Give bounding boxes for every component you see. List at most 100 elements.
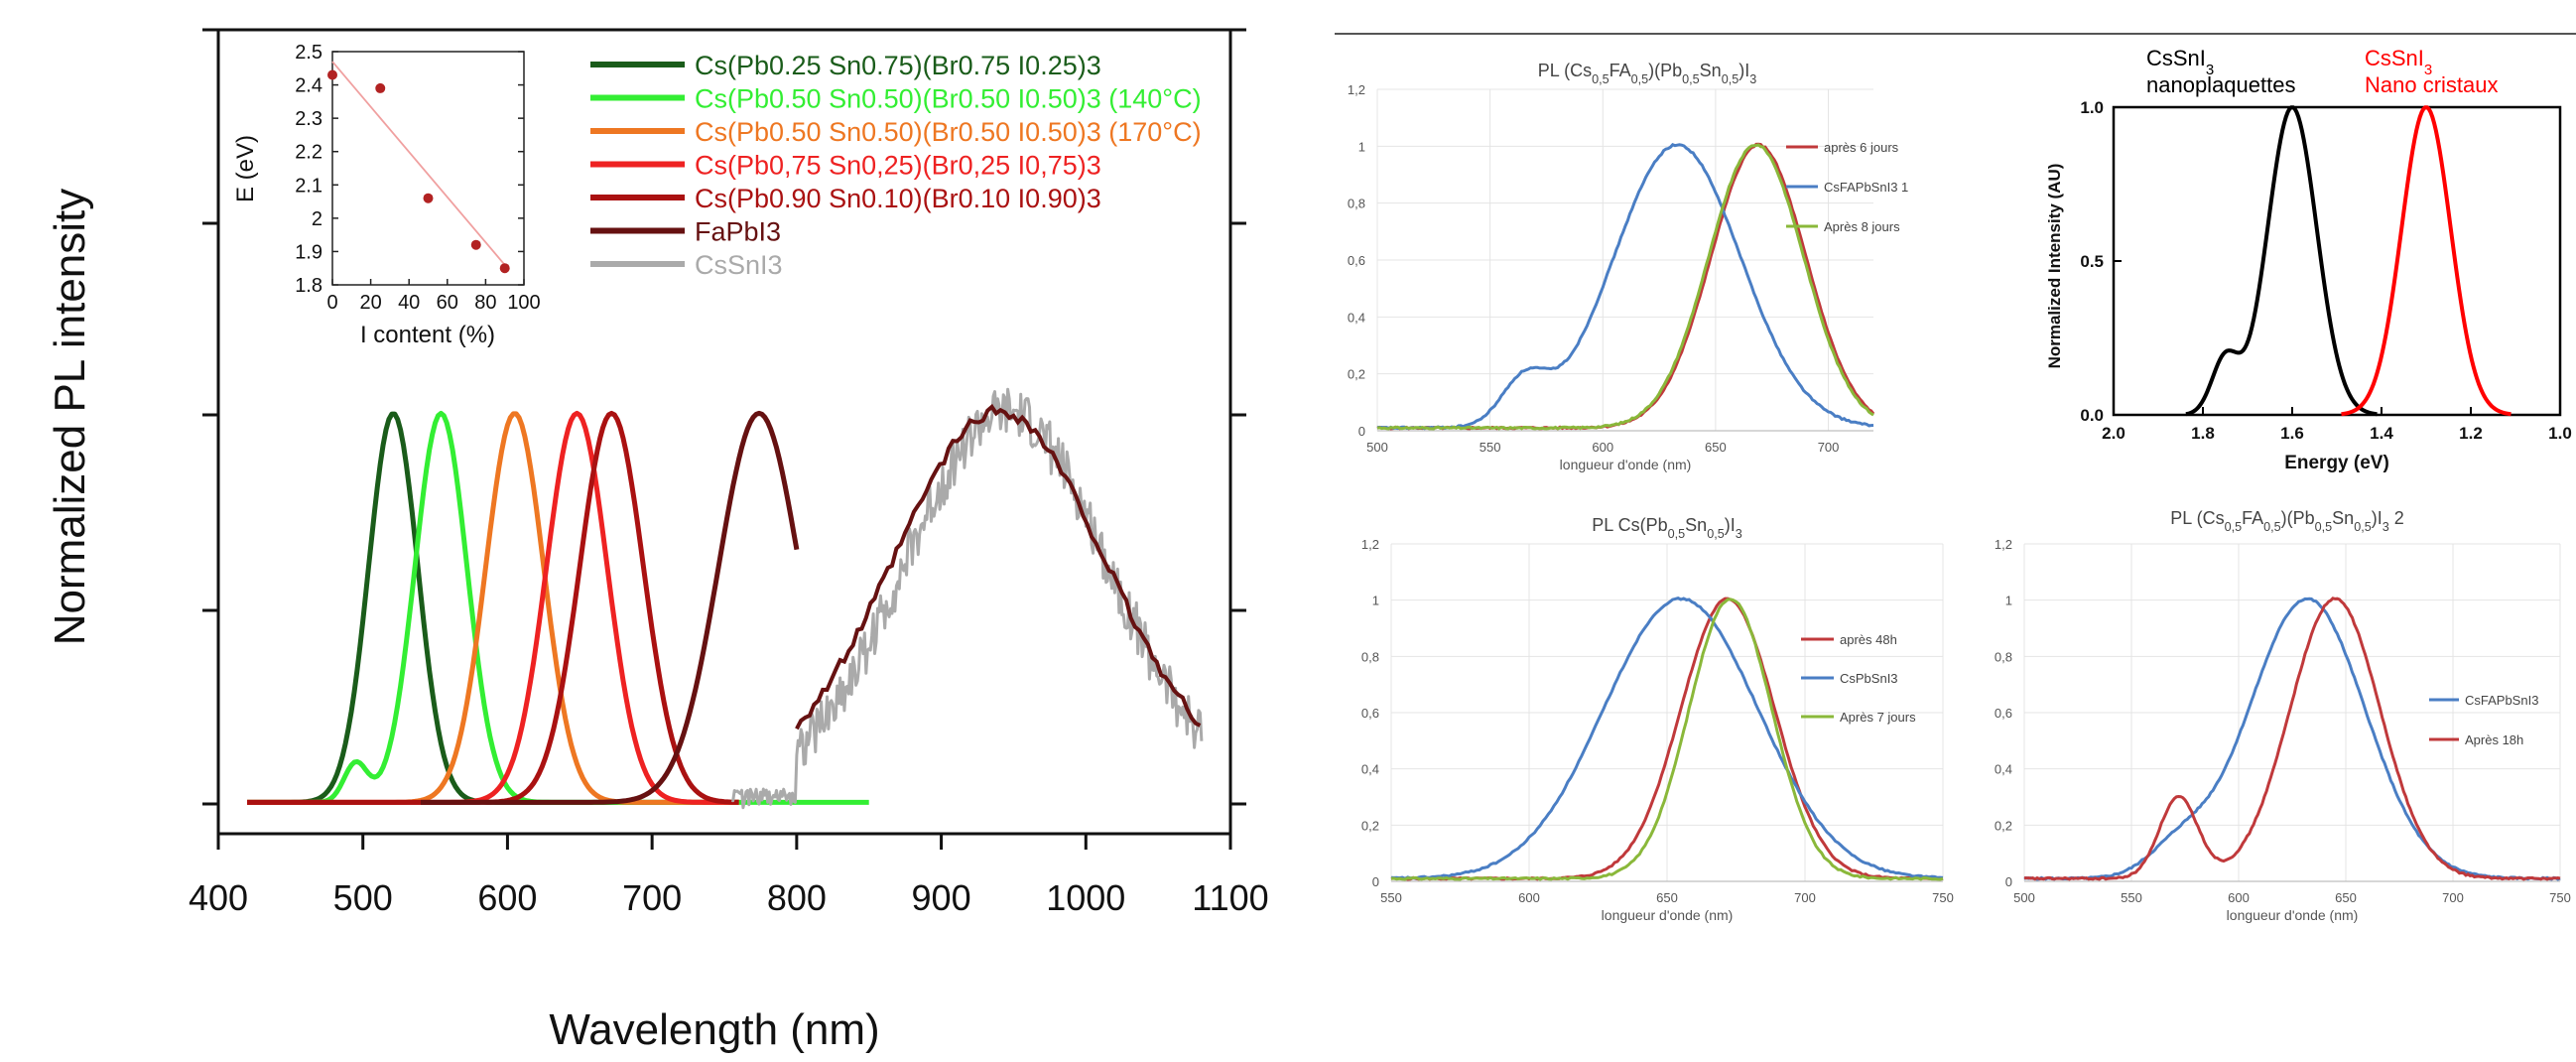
panel-title: PL (Cs0,5FA0,5)(Pb0,5Sn0,5)I3 2 <box>2170 508 2404 534</box>
y-tick-label: 0 <box>2005 874 2012 889</box>
energy-label-nanoplatelets-2: nanoplaquettes <box>2146 72 2295 97</box>
inset-y-axis-label: E (eV) <box>232 135 259 202</box>
main-x-tick-label: 600 <box>477 877 537 918</box>
x-tick-label: 700 <box>1818 440 1840 455</box>
energy-series-line <box>2185 105 2378 417</box>
energy-x-tick-label: 1.0 <box>2548 424 2572 443</box>
main-plot-frame <box>216 28 1232 836</box>
y-tick-label: 1 <box>1372 594 1379 608</box>
inset-x-tick-label: 100 <box>507 292 540 314</box>
main-pl-chart: 400 500 600 700 800 900 1000 1100 Wavelength (n… <box>46 28 1269 1054</box>
inset-x-tick-label: 80 <box>474 292 496 314</box>
main-x-ticks: 400 500 600 700 800 900 1000 1100 <box>189 834 1269 918</box>
panel-title: PL (Cs0,5FA0,5)(Pb0,5Sn0,5)I3 <box>1538 61 1756 86</box>
x-tick-label: 550 <box>1380 890 1402 905</box>
panel-legend-label: Après 18h <box>2465 732 2523 747</box>
main-series-line <box>731 387 1204 810</box>
x-tick-label: 700 <box>1794 890 1816 905</box>
panel-legend-label: CsPbSnI3 <box>1840 671 1898 686</box>
inset-points <box>327 69 510 274</box>
inset-y-tick-label: 2.2 <box>295 142 322 164</box>
inset-y-tick-label: 2 <box>312 208 322 230</box>
main-x-tick-label: 700 <box>622 877 682 918</box>
x-axis-label: longueur d'onde (nm) <box>1602 907 1734 923</box>
main-x-tick-label: 1100 <box>1192 877 1268 918</box>
inset-point <box>470 239 481 250</box>
panel-series-line <box>2023 597 2561 881</box>
y-tick-label: 0,2 <box>1995 818 2012 833</box>
x-axis-label: longueur d'onde (nm) <box>2227 907 2359 923</box>
inset-plot-frame <box>331 51 525 286</box>
panel-series-line <box>1376 143 1874 431</box>
energy-x-tick-label: 1.6 <box>2280 424 2304 443</box>
y-tick-label: 0,8 <box>1361 649 1379 664</box>
inset-x-tick-label: 60 <box>437 292 458 314</box>
x-tick-label: 650 <box>1656 890 1678 905</box>
panel-cfa-2: 0 0,2 0,4 0,6 0,8 1 1,2 500 550 600 650 700 750 longu… <box>1995 508 2571 923</box>
energy-plot-frame <box>2112 105 2562 417</box>
panel-series-line <box>1376 143 1874 431</box>
y-tick-label: 0,4 <box>1348 310 1365 325</box>
inset-point <box>327 69 337 80</box>
x-tick-label: 650 <box>2335 890 2357 905</box>
inset-y-tick-label: 1.8 <box>295 275 322 297</box>
panel-series-line <box>1390 596 1944 880</box>
y-tick-label: 0,8 <box>1995 649 2012 664</box>
y-tick-label: 1,2 <box>1361 537 1379 552</box>
y-tick-label: 1 <box>2005 594 2012 608</box>
x-tick-label: 750 <box>1932 890 1954 905</box>
panel-legend-label: CsFAPbSnI3 <box>2465 693 2538 708</box>
legend-label: CsSnI3 <box>695 250 783 280</box>
energy-label-nanocrystals: CsSnI3 <box>2365 46 2432 78</box>
main-y-axis-label: Normalized PL intensity <box>46 189 94 646</box>
x-tick-label: 750 <box>2549 890 2571 905</box>
inset-y-tick-label: 2.4 <box>295 75 322 97</box>
energy-y-axis-label: Normalized Intensity (AU) <box>2045 164 2064 369</box>
energy-x-tick-label: 1.8 <box>2191 424 2215 443</box>
main-x-tick-label: 400 <box>189 877 248 918</box>
y-tick-label: 0 <box>1372 874 1379 889</box>
legend-label: Cs(Pb0.50 Sn0.50)(Br0.50 I0.50)3 (140°C) <box>695 84 1202 114</box>
inset-x-tick-label: 20 <box>359 292 381 314</box>
panel-legend-label: après 6 jours <box>1824 140 1899 155</box>
panel-legend-label: Après 7 jours <box>1840 710 1916 725</box>
inset-y-tick-label: 2.5 <box>295 42 322 64</box>
inset-scatter-chart: 0 20 40 60 80 100 1.8 1.9 2 2.1 2.2 2.3 2.4 2.5 I con… <box>232 42 541 348</box>
panel-cspbsn: 0 0,2 0,4 0,6 0,8 1 1,2 550 600 650 700 750 longueur… <box>1361 515 1954 923</box>
inset-ticks: 0 20 40 60 80 100 1.8 1.9 2 2.1 2.2 2.3 2.4 2.5 <box>295 42 541 314</box>
y-tick-label: 0,4 <box>1361 762 1379 777</box>
x-tick-label: 550 <box>1480 440 1501 455</box>
main-smoothed-line <box>795 403 1202 730</box>
energy-x-axis-label: Energy (eV) <box>2284 453 2389 473</box>
x-tick-label: 600 <box>1592 440 1613 455</box>
y-tick-label: 0 <box>1358 424 1365 439</box>
main-y-ticks <box>202 28 1246 806</box>
energy-x-tick-label: 1.2 <box>2459 424 2483 443</box>
energy-y-tick-label: 0.5 <box>2080 252 2104 271</box>
legend-label: Cs(Pb0,75 Sn0,25)(Br0,25 I0,75)3 <box>695 151 1101 181</box>
y-tick-label: 0,6 <box>1348 253 1365 268</box>
energy-y-tick-label: 1.0 <box>2080 98 2104 117</box>
inset-point <box>423 193 434 203</box>
y-tick-label: 0,8 <box>1348 197 1365 211</box>
x-tick-label: 550 <box>2121 890 2142 905</box>
main-x-tick-label: 1000 <box>1046 877 1125 918</box>
x-axis-label: longueur d'onde (nm) <box>1560 457 1692 472</box>
energy-x-tick-label: 1.4 <box>2370 424 2393 443</box>
inset-x-tick-label: 0 <box>326 292 337 314</box>
y-tick-label: 0,2 <box>1348 367 1365 382</box>
panel-legend-label: CsFAPbSnI3 1 <box>1824 180 1908 195</box>
panel-cssni3-energy: 2.0 1.8 1.6 1.4 1.2 1.0 0.0 0.5 1.0 Energy (eV) No… <box>2045 46 2572 473</box>
panel-series-line <box>1390 597 1944 881</box>
x-tick-label: 500 <box>2013 890 2035 905</box>
legend-label: Cs(Pb0.50 Sn0.50)(Br0.50 I0.50)3 (170°C) <box>695 117 1202 147</box>
main-x-axis-label: Wavelength (nm) <box>549 1005 879 1054</box>
y-tick-label: 0,2 <box>1361 818 1379 833</box>
panel-legend-label: après 48h <box>1840 632 1897 647</box>
panel-series-line <box>2023 597 2561 881</box>
legend-label: Cs(Pb0.25 Sn0.75)(Br0.75 I0.25)3 <box>695 51 1101 80</box>
y-tick-label: 0,6 <box>1995 706 2012 721</box>
inset-y-tick-label: 1.9 <box>295 241 322 263</box>
panel-title: PL Cs(Pb0,5Sn0,5)I3 <box>1592 515 1741 541</box>
